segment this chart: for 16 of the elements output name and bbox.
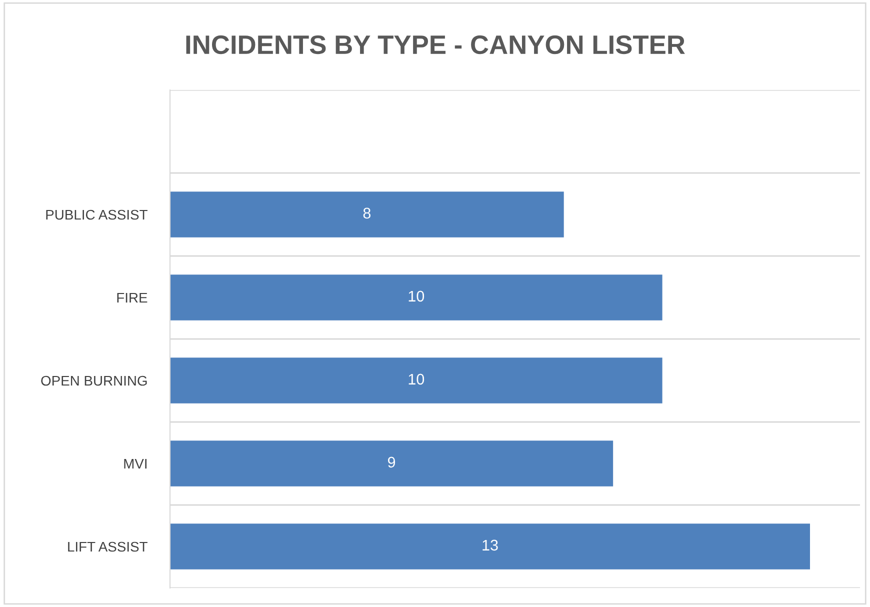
bar bbox=[170, 358, 662, 404]
data-label: 10 bbox=[408, 290, 424, 302]
chart-title: INCIDENTS BY TYPE - CANYON LISTER bbox=[186, 35, 685, 54]
y-tick-label: LIFT ASSIST bbox=[68, 542, 148, 552]
bar bbox=[170, 192, 564, 238]
y-tick-label: MVI bbox=[124, 458, 146, 469]
data-label: 10 bbox=[408, 374, 424, 385]
y-tick-label: FIRE bbox=[117, 292, 148, 303]
y-tick-label: OPEN BURNING bbox=[41, 376, 147, 386]
bar bbox=[170, 440, 614, 486]
data-label: 13 bbox=[482, 540, 498, 551]
bar bbox=[170, 274, 662, 320]
data-label: 9 bbox=[388, 456, 396, 468]
y-tick-label: PUBLIC ASSIST bbox=[46, 210, 148, 220]
bar bbox=[170, 524, 810, 570]
data-label: 8 bbox=[363, 208, 371, 219]
